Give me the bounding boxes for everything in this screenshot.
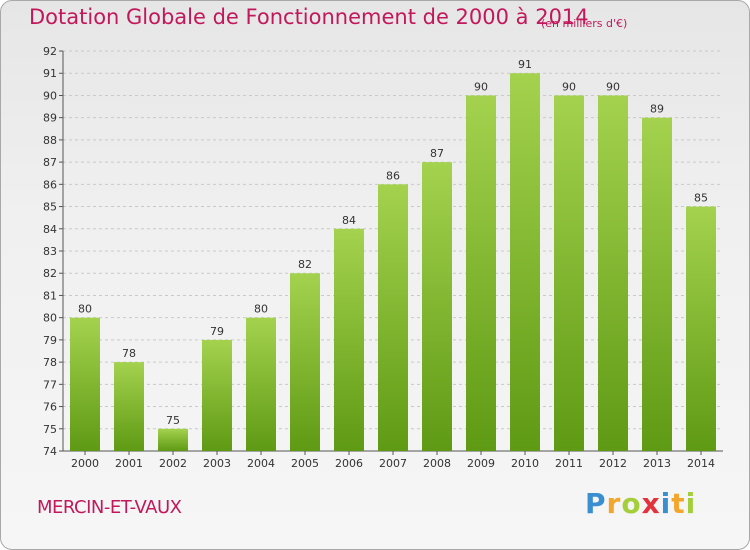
y-tick-label: 88: [43, 134, 57, 147]
bar-value-label: 79: [210, 325, 224, 338]
bar-value-label: 86: [386, 169, 400, 182]
bar: [686, 206, 716, 451]
labels: 74 75 76 77 78 79 80 81 82 83 84 85 86 87 88 89 90 91 92 80…: [43, 45, 715, 470]
bar: [158, 428, 188, 451]
bar-value-label: 89: [650, 103, 664, 116]
x-tick-label: 2006: [335, 457, 363, 470]
x-tick-label: 2009: [467, 457, 495, 470]
chart-title: Dotation Globale de Fonctionnement de 20…: [29, 5, 589, 29]
y-tick-label: 90: [43, 89, 57, 102]
y-tick-label: 85: [43, 201, 57, 214]
logo-letter: i: [685, 487, 697, 520]
bars: [70, 73, 716, 452]
place-name: MERCIN-ET-VAUX: [37, 497, 182, 518]
bar: [378, 184, 408, 452]
bar: [554, 95, 584, 451]
x-tick-label: 2001: [115, 457, 143, 470]
bar-value-label: 78: [122, 347, 136, 360]
bar: [642, 117, 672, 452]
y-tick-label: 86: [43, 178, 57, 191]
y-tick-label: 80: [43, 312, 57, 325]
bar: [510, 73, 540, 451]
bar-value-label: 80: [78, 303, 92, 316]
logo-letter: r: [606, 487, 622, 520]
y-tick-label: 79: [43, 334, 57, 347]
bar: [202, 339, 232, 451]
logo-letter: x: [641, 487, 661, 520]
x-tick-label: 2003: [203, 457, 231, 470]
bar-value-label: 90: [606, 80, 620, 93]
bar: [422, 162, 452, 451]
bar-value-label: 90: [562, 80, 576, 93]
bar: [598, 95, 628, 451]
y-tick-label: 75: [43, 423, 57, 436]
x-tick-label: 2004: [247, 457, 275, 470]
bar: [466, 95, 496, 451]
bar-value-label: 91: [518, 58, 532, 71]
y-tick-label: 77: [43, 378, 57, 391]
logo-letter: i: [660, 487, 672, 520]
bar: [70, 317, 100, 451]
y-tick-label: 82: [43, 267, 57, 280]
y-tick-label: 87: [43, 156, 57, 169]
bar-value-label: 85: [694, 192, 708, 205]
chart-unit-note: (en milliers d'€): [541, 17, 628, 30]
x-tick-label: 2010: [511, 457, 539, 470]
y-tick-label: 81: [43, 289, 57, 302]
x-tick-label: 2014: [687, 457, 715, 470]
bar: [290, 273, 320, 451]
y-tick-label: 76: [43, 401, 57, 414]
x-tick-label: 2005: [291, 457, 319, 470]
x-tick-label: 2012: [599, 457, 627, 470]
x-tick-label: 2000: [71, 457, 99, 470]
bar: [246, 317, 276, 451]
logo-letter: o: [621, 487, 642, 520]
bar-value-label: 75: [166, 414, 180, 427]
y-tick-label: 83: [43, 245, 57, 258]
x-tick-label: 2007: [379, 457, 407, 470]
x-tick-label: 2011: [555, 457, 583, 470]
x-tick-label: 2008: [423, 457, 451, 470]
y-tick-label: 84: [43, 223, 57, 236]
x-tick-label: 2002: [159, 457, 187, 470]
x-tick-label: 2013: [643, 457, 671, 470]
logo-letter: t: [671, 487, 686, 520]
proxiti-logo: Proxiti: [585, 487, 696, 520]
bar: [114, 362, 144, 451]
y-tick-label: 92: [43, 45, 57, 58]
bar-value-label: 87: [430, 147, 444, 160]
bar-value-label: 84: [342, 214, 356, 227]
y-tick-label: 91: [43, 67, 57, 80]
y-tick-label: 78: [43, 356, 57, 369]
logo-letter: P: [585, 487, 607, 520]
bar: [334, 228, 364, 451]
y-tick-label: 89: [43, 112, 57, 125]
bar-value-label: 82: [298, 258, 312, 271]
bar-value-label: 90: [474, 80, 488, 93]
bar-value-label: 80: [254, 303, 268, 316]
y-tick-label: 74: [43, 445, 57, 458]
